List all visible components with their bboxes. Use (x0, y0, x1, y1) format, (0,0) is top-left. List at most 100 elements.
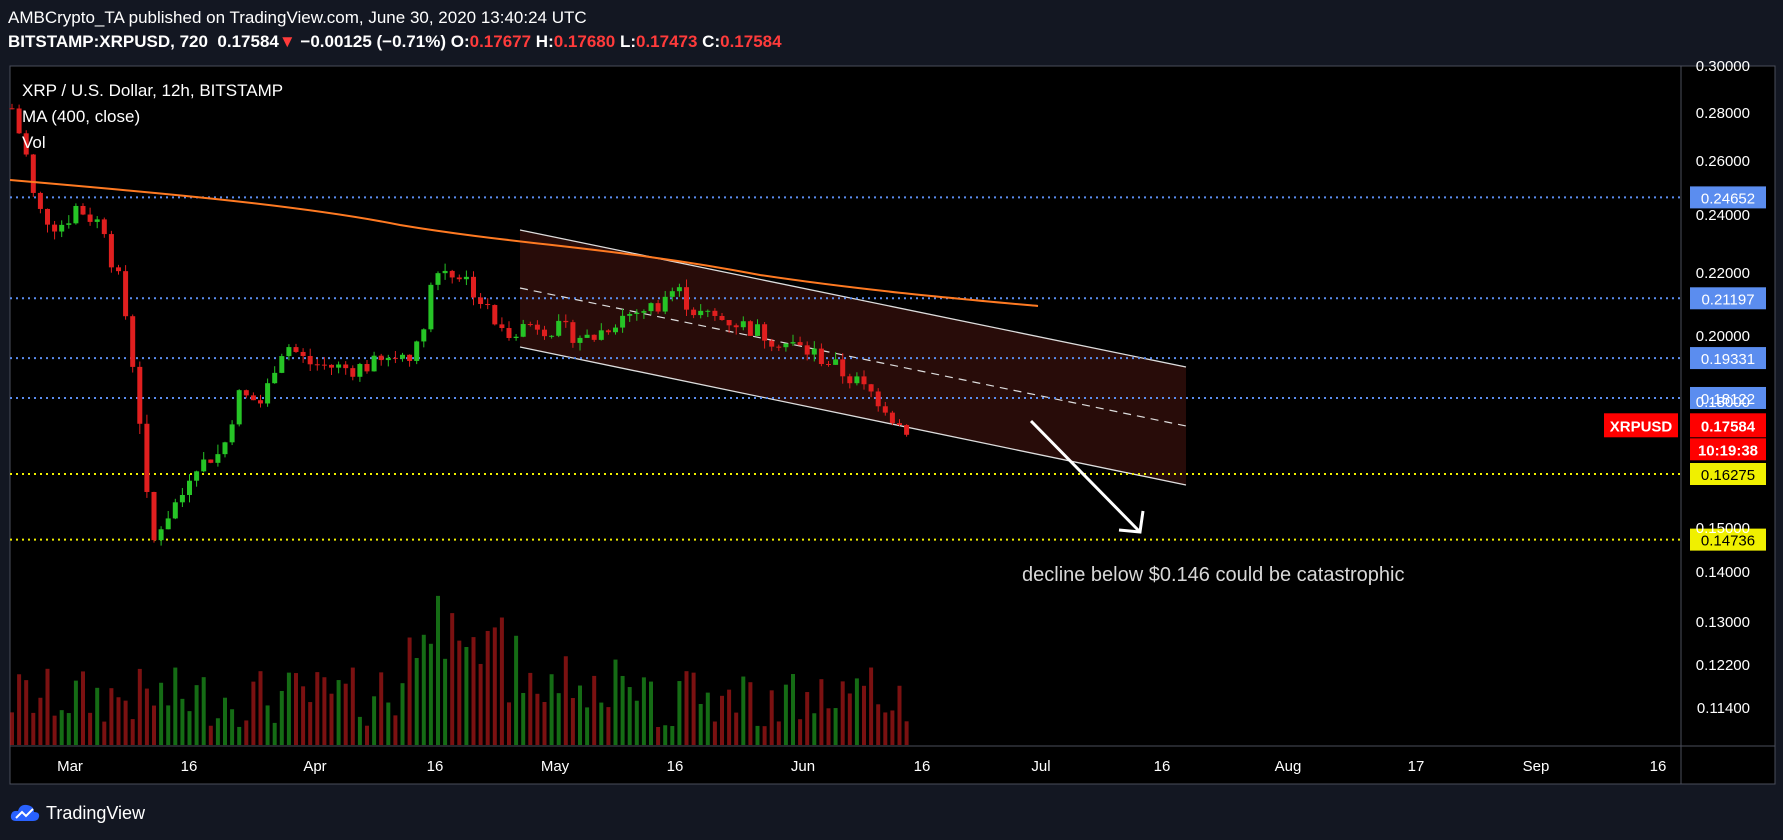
down-arrow-icon: ▼ (278, 32, 296, 51)
volume-bar (357, 716, 362, 745)
candle-body (705, 310, 711, 312)
volume-bar (244, 720, 249, 745)
candle-body (385, 357, 391, 361)
volume-bar (712, 721, 717, 745)
level-tag-label: 0.21197 (1701, 291, 1754, 308)
volume-bar (137, 668, 142, 745)
volume-bar (272, 722, 277, 745)
volume-bar (677, 681, 682, 745)
volume-bar (301, 686, 306, 745)
volume-bar (350, 667, 355, 745)
x-tick-label: 16 (1650, 758, 1667, 775)
volume-bar (315, 672, 320, 745)
volume-bar (769, 690, 774, 745)
volume-bar (372, 696, 377, 745)
volume-bar (507, 702, 511, 745)
volume-bar (904, 721, 909, 745)
volume-bar (528, 672, 533, 745)
volume-bar (336, 680, 341, 745)
chart-title: XRP / U.S. Dollar, 12h, BITSTAMP (22, 81, 283, 100)
tradingview-cloud-icon (10, 804, 40, 821)
candle-body (833, 359, 839, 365)
price-change: −0.00125 (−0.71%) (300, 32, 446, 51)
candles-layer (9, 103, 910, 546)
candle-body (23, 133, 29, 155)
volume-bar (31, 712, 36, 745)
volume-bar (230, 709, 235, 745)
volume-bar (123, 700, 128, 745)
candle-body (605, 330, 611, 333)
volume-bar (776, 721, 781, 745)
y-tick-label: 0.13000 (1696, 614, 1750, 631)
close-label: C: (702, 32, 721, 51)
candle-body (684, 287, 689, 310)
candle-body (904, 425, 910, 435)
candle-body (471, 276, 476, 298)
candle-body (478, 297, 484, 305)
candle-body (300, 351, 306, 357)
volume-bar (443, 658, 448, 745)
candle-body (563, 320, 569, 323)
candle-body (485, 304, 491, 306)
candle-body (179, 494, 185, 503)
low-value: 0.17473 (635, 32, 698, 51)
candle-body (854, 376, 860, 384)
volume-bar (144, 688, 149, 745)
candle-body (314, 364, 320, 366)
candle-body (861, 376, 867, 385)
candle-body (94, 219, 100, 222)
volume-bar (187, 711, 192, 745)
candle-body (499, 324, 505, 329)
x-tick-label: Jun (791, 758, 815, 775)
candle-body (30, 154, 36, 193)
x-tick-label: Apr (303, 758, 326, 775)
candle-body (279, 356, 285, 373)
x-tick-label: Mar (57, 758, 83, 775)
volume-bar (38, 697, 43, 745)
decline-arrow-head (1118, 510, 1145, 534)
vol-legend: Vol (22, 133, 46, 152)
volume-bar (862, 685, 866, 745)
volume-bar (883, 712, 888, 745)
x-tick-label: Jul (1031, 758, 1050, 775)
candle-body (243, 390, 249, 396)
candle-body (215, 454, 221, 463)
volume-bar (627, 687, 632, 745)
candle-body (691, 309, 697, 316)
volume-bar (563, 656, 568, 745)
brand-name: TradingView (46, 802, 146, 823)
volume-bar (542, 701, 547, 745)
candle-body (208, 459, 214, 463)
candle-body (712, 310, 718, 316)
candle-body (222, 442, 228, 455)
candle-body (66, 223, 72, 225)
volume-bar (215, 718, 220, 745)
candle-body (897, 423, 902, 426)
candle-body (435, 273, 441, 285)
volume-bar (294, 673, 298, 745)
y-tick-label: 0.20000 (1696, 328, 1750, 345)
volume-bar (755, 725, 760, 745)
x-tick-label: 16 (181, 758, 198, 775)
volume-bar (329, 693, 334, 745)
volume-bar (826, 708, 831, 745)
volume-bar (521, 692, 526, 745)
volume-bar (705, 692, 710, 745)
volume-bar (485, 630, 490, 745)
volume-bar (720, 695, 724, 745)
volume-bar (734, 712, 739, 745)
volume-bar (10, 712, 14, 745)
countdown-label: 10:19:38 (1698, 442, 1758, 459)
volume-bar (578, 685, 582, 745)
x-tick-label: 17 (1408, 758, 1425, 775)
candle-body (875, 391, 881, 407)
ohlc-line: BITSTAMP:XRPUSD, 720 0.17584▼ −0.00125 (… (8, 32, 782, 52)
candle-body (627, 314, 633, 316)
x-tick-label: 16 (914, 758, 931, 775)
candle-body (321, 364, 327, 366)
candle-body (797, 342, 803, 346)
tradingview-brand[interactable]: TradingView (10, 800, 145, 826)
volume-bar (620, 675, 625, 745)
last-price: 0.17584 (217, 32, 279, 51)
